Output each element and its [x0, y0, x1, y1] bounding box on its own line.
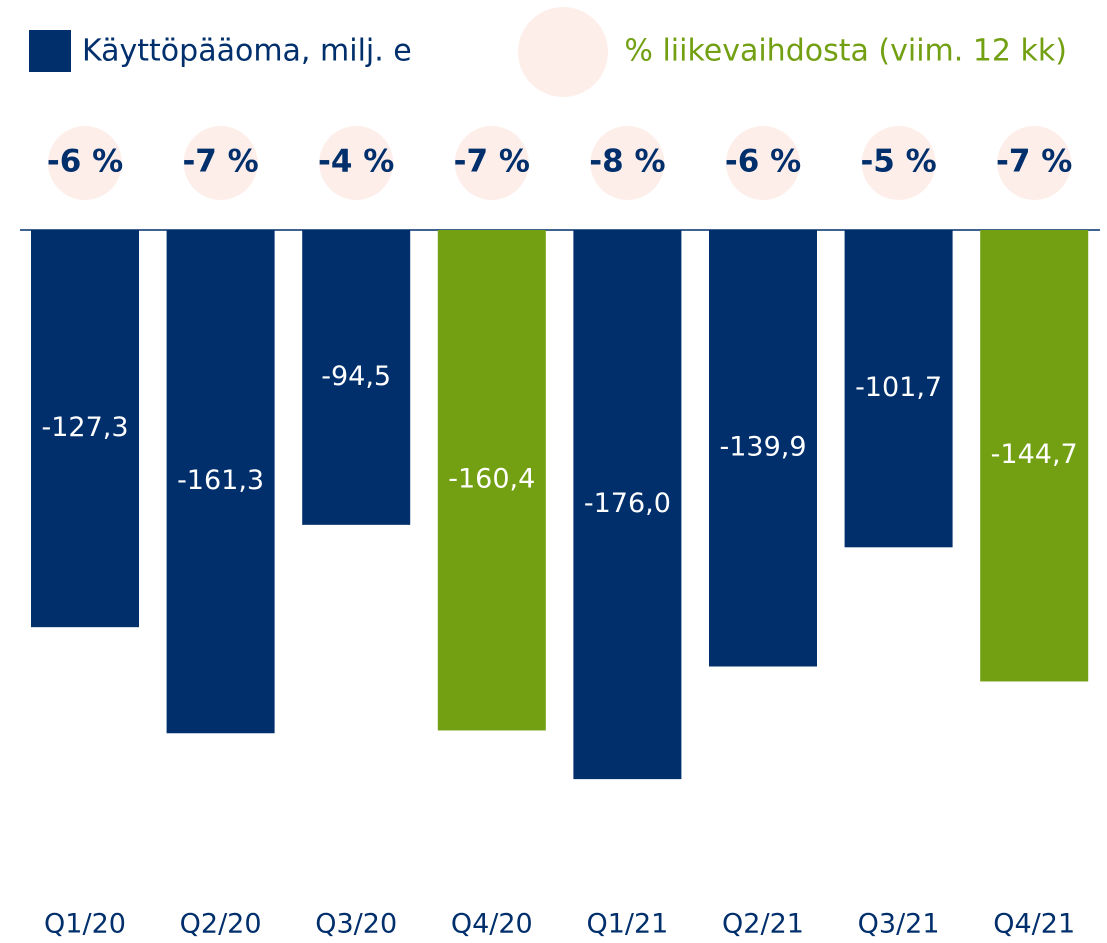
- pct-circle: [997, 126, 1072, 200]
- bar: [31, 230, 139, 628]
- legend-swatch: [29, 30, 71, 72]
- pct-label: -6 %: [725, 144, 801, 180]
- pct-circle: [319, 126, 394, 200]
- pct-circle: [48, 126, 122, 200]
- pct-circle: [861, 126, 936, 200]
- x-tick-label: Q4/20: [451, 909, 533, 940]
- pct-label: -8 %: [589, 144, 665, 180]
- bar: [437, 230, 546, 731]
- x-tick-label: Q3/21: [858, 909, 940, 940]
- pct-circle: [590, 126, 665, 200]
- value-label: -160,4: [448, 464, 535, 495]
- bar: [302, 230, 411, 525]
- pct-label: -7 %: [454, 144, 530, 180]
- x-tick-label: Q2/21: [722, 909, 804, 940]
- value-label: -101,7: [855, 372, 942, 403]
- value-label: -127,3: [41, 412, 128, 443]
- bar: [709, 230, 817, 667]
- bar: [166, 230, 275, 734]
- x-tick-label: Q4/21: [993, 909, 1075, 940]
- x-tick-label: Q3/20: [315, 909, 397, 940]
- legend-label: % liikevaihdosta (viim. 12 kk): [624, 34, 1067, 69]
- pct-label: -7 %: [182, 144, 258, 180]
- legend-circle: [518, 7, 608, 97]
- pct-circle: [183, 126, 258, 200]
- pct-label: -4 %: [318, 144, 394, 180]
- pct-label: -5 %: [860, 144, 936, 180]
- value-label: -161,3: [177, 465, 264, 496]
- pct-label: -7 %: [996, 144, 1072, 180]
- x-tick-label: Q2/20: [180, 909, 262, 940]
- value-label: -176,0: [584, 488, 671, 519]
- bar: [573, 230, 682, 780]
- value-label: -139,9: [719, 432, 806, 463]
- x-tick-label: Q1/21: [586, 909, 668, 940]
- pct-circle: [726, 126, 800, 200]
- legend-label: Käyttöpääoma, milj. e: [82, 34, 412, 69]
- value-label: -94,5: [321, 361, 391, 392]
- bar: [980, 230, 1089, 682]
- value-label: -144,7: [991, 439, 1078, 470]
- x-tick-label: Q1/20: [44, 909, 126, 940]
- pct-circle: [454, 126, 529, 200]
- pct-label: -6 %: [47, 144, 123, 180]
- bar: [844, 230, 953, 548]
